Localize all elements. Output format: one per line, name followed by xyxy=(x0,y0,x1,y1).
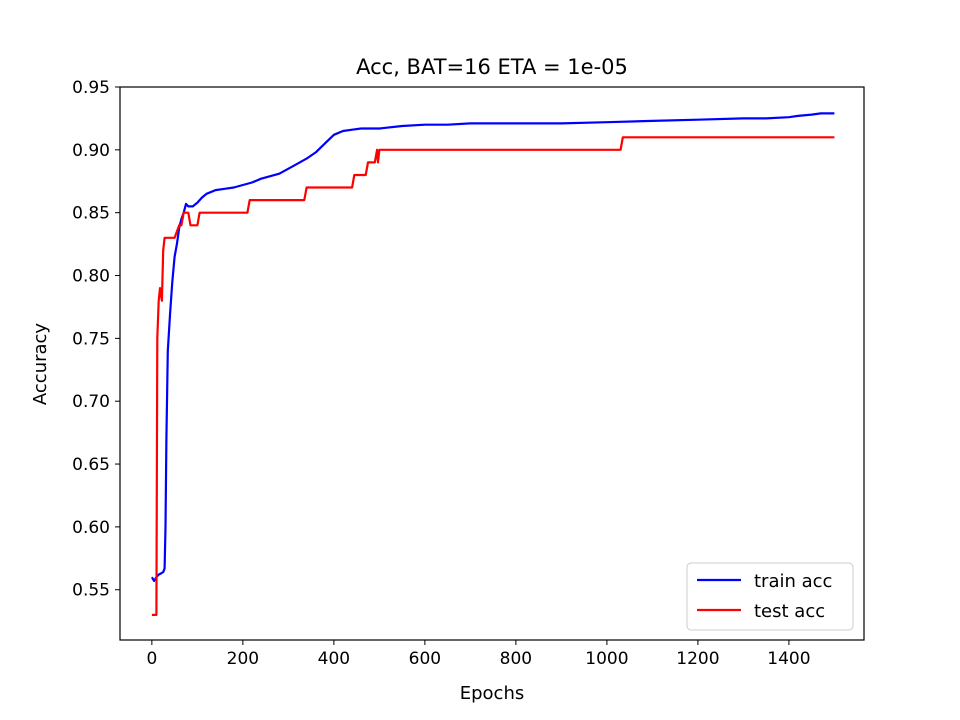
y-axis-ticks: 0.55 0.60 0.65 0.70 0.75 0.80 0.85 0.90 0.95 xyxy=(72,78,120,601)
y-tick-label: 0.55 xyxy=(72,581,110,601)
y-tick-label: 0.60 xyxy=(72,518,110,538)
x-tick-label: 600 xyxy=(409,649,441,669)
x-tick-label: 200 xyxy=(227,649,259,669)
x-tick-label: 1200 xyxy=(676,649,719,669)
y-tick-label: 0.90 xyxy=(72,141,110,161)
y-tick-label: 0.85 xyxy=(72,204,110,224)
x-tick-label: 400 xyxy=(318,649,350,669)
x-tick-label: 800 xyxy=(500,649,532,669)
y-tick-label: 0.65 xyxy=(72,455,110,475)
x-tick-label: 1400 xyxy=(767,649,810,669)
legend-label-test: test acc xyxy=(754,601,825,622)
y-tick-label: 0.95 xyxy=(72,78,110,98)
x-tick-label: 1000 xyxy=(585,649,628,669)
y-axis-label: Accuracy xyxy=(30,323,51,406)
legend: train acc test acc xyxy=(686,562,854,631)
chart-title: Acc, BAT=16 ETA = 1e-05 xyxy=(356,55,628,79)
y-tick-label: 0.75 xyxy=(72,329,110,349)
y-tick-label: 0.80 xyxy=(72,267,110,287)
series-line-train-acc xyxy=(150,112,835,583)
plot-lines xyxy=(150,112,835,617)
plot-frame xyxy=(119,86,865,641)
x-axis-ticks: 0 200 400 600 800 1000 1200 1400 xyxy=(146,640,811,669)
series-line-test-acc xyxy=(151,136,835,617)
y-tick-label: 0.70 xyxy=(72,392,110,412)
legend-label-train: train acc xyxy=(754,571,832,592)
x-axis-label: Epochs xyxy=(460,683,525,704)
x-tick-label: 0 xyxy=(146,649,157,669)
